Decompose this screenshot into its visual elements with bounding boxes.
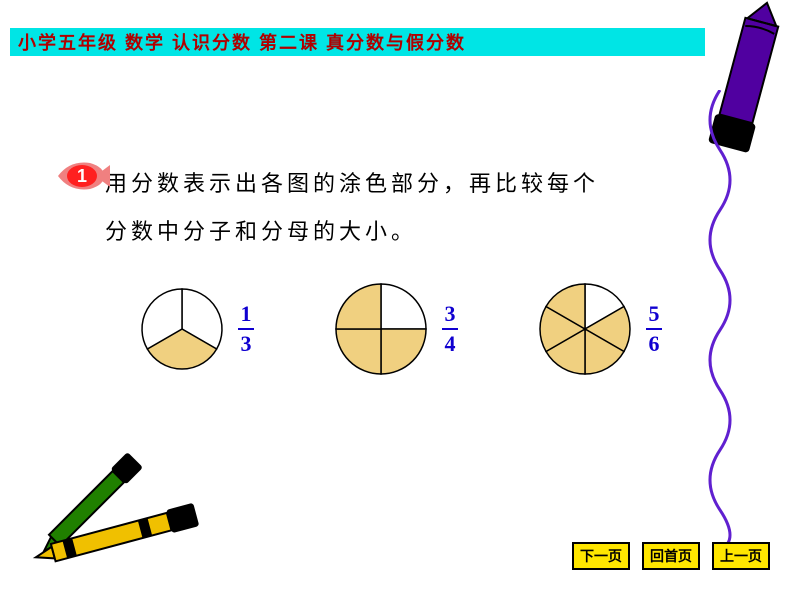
denominator-2: 4 bbox=[445, 332, 456, 356]
pie-group-2: 3 4 bbox=[334, 282, 458, 376]
pie-row: 1 3 3 4 bbox=[140, 282, 680, 376]
numerator-1: 1 bbox=[241, 302, 252, 326]
prev-page-button[interactable]: 上一页 bbox=[712, 542, 770, 570]
pie-3-icon bbox=[538, 282, 632, 376]
question-block: 1 用分数表示出各图的涂色部分，再比较每个 分数中分子和分母的大小。 1 3 bbox=[55, 160, 680, 376]
question-line2: 分数中分子和分母的大小。 bbox=[105, 219, 417, 244]
fraction-bar-2 bbox=[442, 328, 458, 330]
pie-group-1: 1 3 bbox=[140, 287, 254, 371]
pie-group-3: 5 6 bbox=[538, 282, 662, 376]
fraction-bar-1 bbox=[238, 328, 254, 330]
fraction-3: 5 6 bbox=[646, 302, 662, 356]
question-text: 用分数表示出各图的涂色部分，再比较每个 分数中分子和分母的大小。 bbox=[105, 160, 680, 257]
nav-buttons: 下一页 回首页 上一页 bbox=[572, 542, 770, 570]
header-title: 小学五年级 数学 认识分数 第二课 真分数与假分数 bbox=[18, 29, 466, 55]
pie-2-icon bbox=[334, 282, 428, 376]
fraction-2: 3 4 bbox=[442, 302, 458, 356]
next-page-button[interactable]: 下一页 bbox=[572, 542, 630, 570]
header-bar: 小学五年级 数学 认识分数 第二课 真分数与假分数 bbox=[10, 28, 705, 56]
home-button[interactable]: 回首页 bbox=[642, 542, 700, 570]
crayons-bottom-left-icon bbox=[20, 450, 220, 570]
numerator-3: 5 bbox=[649, 302, 660, 326]
fraction-1: 1 3 bbox=[238, 302, 254, 356]
denominator-3: 6 bbox=[649, 332, 660, 356]
fraction-bar-3 bbox=[646, 328, 662, 330]
question-line1: 用分数表示出各图的涂色部分，再比较每个 bbox=[105, 171, 599, 196]
denominator-1: 3 bbox=[241, 332, 252, 356]
pie-1-icon bbox=[140, 287, 224, 371]
squiggle-icon bbox=[695, 90, 745, 550]
question-number: 1 bbox=[77, 166, 87, 186]
fish-badge-icon: 1 bbox=[50, 157, 110, 195]
numerator-2: 3 bbox=[445, 302, 456, 326]
